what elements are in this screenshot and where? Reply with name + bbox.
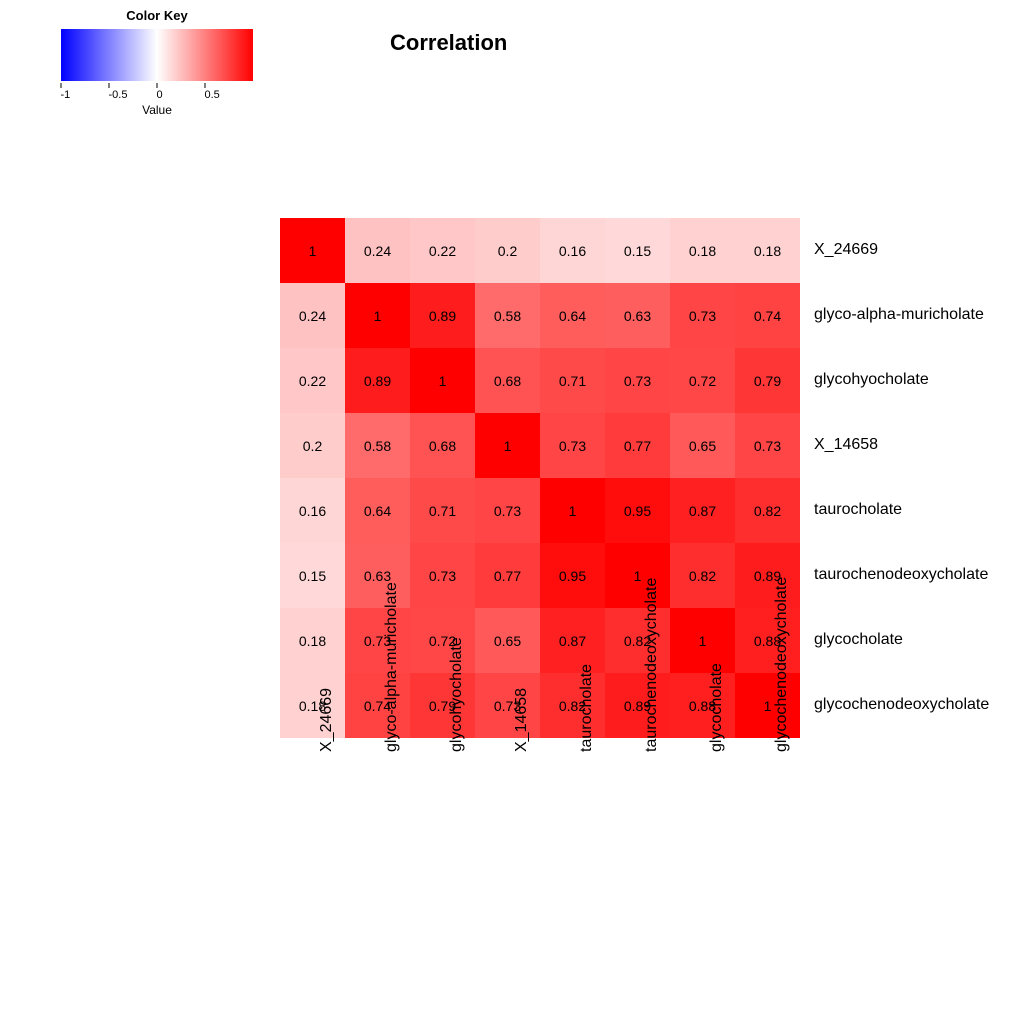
heatmap-cell: 0.71 xyxy=(540,348,605,413)
row-label: glycochenodeoxycholate xyxy=(814,696,989,714)
color-key-title: Color Key xyxy=(42,8,272,23)
heatmap-cell: 0.15 xyxy=(605,218,670,283)
heatmap-cell: 0.24 xyxy=(280,283,345,348)
heatmap-cell: 0.68 xyxy=(475,348,540,413)
heatmap-cell: 0.72 xyxy=(670,348,735,413)
heatmap-cell: 0.16 xyxy=(540,218,605,283)
heatmap-cell: 1 xyxy=(280,218,345,283)
heatmap-cell: 0.64 xyxy=(540,283,605,348)
heatmap-cell: 0.73 xyxy=(670,283,735,348)
col-label: taurocholate xyxy=(578,664,596,752)
row-label: glycohyocholate xyxy=(814,371,929,389)
row-label: glycocholate xyxy=(814,631,903,649)
heatmap-cell: 0.73 xyxy=(410,543,475,608)
heatmap-cell: 0.22 xyxy=(280,348,345,413)
color-key-tick: -0.5 xyxy=(109,83,110,101)
heatmap-cell: 0.89 xyxy=(410,283,475,348)
heatmap-cell: 0.82 xyxy=(670,543,735,608)
heatmap-cell: 0.64 xyxy=(345,478,410,543)
heatmap-cell: 0.77 xyxy=(605,413,670,478)
heatmap-cell: 0.77 xyxy=(475,543,540,608)
color-key-gradient xyxy=(61,29,253,81)
heatmap-cell: 0.95 xyxy=(540,543,605,608)
heatmap-cell: 0.71 xyxy=(410,478,475,543)
color-key: Color Key -1 -0.5 0 0.5 Value xyxy=(42,8,272,117)
heatmap-cell: 0.73 xyxy=(605,348,670,413)
heatmap-cell: 0.15 xyxy=(280,543,345,608)
row-label: X_24669 xyxy=(814,241,878,259)
heatmap-cell: 0.18 xyxy=(670,218,735,283)
heatmap-cell: 0.82 xyxy=(735,478,800,543)
heatmap-cell: 1 xyxy=(410,348,475,413)
color-key-xlabel: Value xyxy=(42,103,272,117)
col-label: glycohyocholate xyxy=(448,637,466,752)
col-label: glyco-alpha-muricholate xyxy=(383,582,401,752)
heatmap-cell: 0.18 xyxy=(735,218,800,283)
row-label: glyco-alpha-muricholate xyxy=(814,306,984,324)
color-key-tick: 0 xyxy=(157,83,158,101)
row-label: taurocholate xyxy=(814,501,902,519)
col-label: glycochenodeoxycholate xyxy=(773,577,791,752)
color-key-tick: 0.5 xyxy=(205,83,206,101)
row-label: taurochenodeoxycholate xyxy=(814,566,988,584)
heatmap-cell: 0.73 xyxy=(475,478,540,543)
heatmap-cell: 0.68 xyxy=(410,413,475,478)
color-key-tick: -1 xyxy=(61,83,62,101)
heatmap-cell: 0.65 xyxy=(670,413,735,478)
heatmap-cell: 0.58 xyxy=(475,283,540,348)
heatmap-cell: 0.22 xyxy=(410,218,475,283)
heatmap-container: 10.240.220.20.160.150.180.180.2410.890.5… xyxy=(280,218,800,738)
heatmap-cell: 0.89 xyxy=(345,348,410,413)
heatmap-cell: 0.24 xyxy=(345,218,410,283)
heatmap-cell: 0.95 xyxy=(605,478,670,543)
heatmap-cell: 1 xyxy=(540,478,605,543)
heatmap-cell: 0.2 xyxy=(475,218,540,283)
col-label: taurochenodeoxycholate xyxy=(643,578,661,752)
heatmap-cell: 0.74 xyxy=(735,283,800,348)
heatmap-cell: 0.73 xyxy=(540,413,605,478)
heatmap-cell: 0.73 xyxy=(735,413,800,478)
heatmap-cell: 0.2 xyxy=(280,413,345,478)
heatmap-cell: 1 xyxy=(475,413,540,478)
chart-title: Correlation xyxy=(390,30,507,56)
heatmap-cell: 0.16 xyxy=(280,478,345,543)
heatmap-cell: 0.58 xyxy=(345,413,410,478)
row-label: X_14658 xyxy=(814,436,878,454)
heatmap-cell: 1 xyxy=(345,283,410,348)
col-label: glycocholate xyxy=(708,663,726,752)
heatmap-cell: 0.18 xyxy=(280,608,345,673)
heatmap-cell: 0.79 xyxy=(735,348,800,413)
heatmap-grid: 10.240.220.20.160.150.180.180.2410.890.5… xyxy=(280,218,800,738)
heatmap-cell: 0.87 xyxy=(670,478,735,543)
col-label: X_24669 xyxy=(318,688,336,752)
heatmap-cell: 0.65 xyxy=(475,608,540,673)
heatmap-cell: 0.63 xyxy=(605,283,670,348)
col-label: X_14658 xyxy=(513,688,531,752)
color-key-ticks: -1 -0.5 0 0.5 xyxy=(61,83,253,99)
